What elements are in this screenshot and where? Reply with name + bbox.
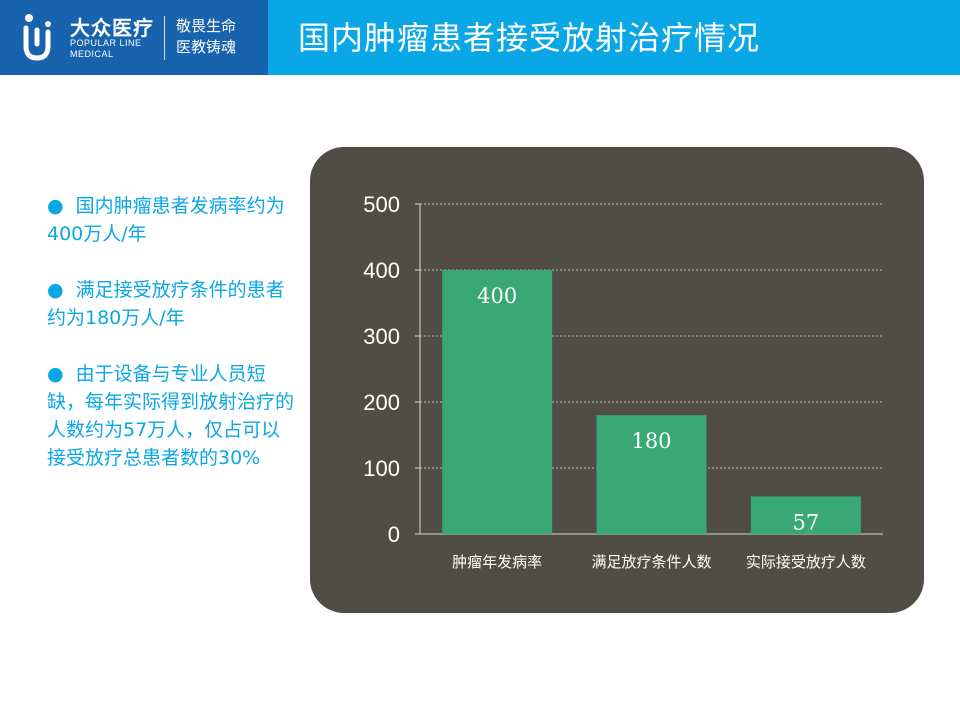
y-axis-tick-label: 300	[363, 324, 400, 349]
slogan-line: 医教铸魂	[176, 38, 237, 56]
bullet-dot-icon: ●	[47, 195, 64, 217]
bullet-item: ● 由于设备与专业人员短缺，每年实际得到放射治疗的人数约为57万人，仅占可以接受放…	[47, 360, 297, 472]
bullet-item: ● 满足接受放疗条件的患者约为180万人/年	[47, 276, 297, 332]
bullet-text: 满足接受放疗条件的患者约为180万人/年	[47, 279, 285, 329]
y-axis-tick-label: 400	[363, 258, 400, 283]
bullet-text: 国内肿瘤患者发病率约为400万人/年	[47, 195, 285, 245]
x-axis-category-label: 实际接受放疗人数	[746, 553, 866, 571]
brand-english-line: POPULAR LINE	[70, 38, 142, 48]
bar-data-label: 180	[631, 429, 671, 453]
brand-english-line: MEDICAL	[70, 49, 114, 59]
bar	[750, 496, 861, 534]
bar-chart: 0 100 200 300 400 500 400 肿瘤年发病率 180 满足放疗条件人数 57 实际…	[363, 192, 883, 571]
bar	[442, 270, 553, 534]
bullet-dot-icon: ●	[47, 363, 64, 385]
bar	[596, 415, 707, 534]
bar-data-label: 57	[792, 510, 819, 534]
page-title: 国内肿瘤患者接受放射治疗情况	[298, 19, 761, 57]
brand-slogan: 敬畏生命 医教铸魂	[176, 16, 256, 58]
y-axis-tick-label: 500	[363, 192, 400, 217]
x-axis-category-label: 满足放疗条件人数	[591, 553, 711, 571]
slogan-line: 敬畏生命	[176, 17, 237, 35]
brand-divider	[164, 16, 165, 60]
y-axis-tick-label: 0	[388, 522, 400, 547]
bullet-item: ● 国内肿瘤患者发病率约为400万人/年	[47, 192, 297, 248]
chart-panel: 0 100 200 300 400 500 400 肿瘤年发病率 180 满足放疗条件人数 57 实际…	[310, 147, 924, 613]
brand-name: 大众医疗	[70, 16, 154, 40]
bar-data-label: 400	[477, 284, 517, 308]
brand-english-name: POPULAR LINE MEDICAL	[70, 38, 150, 60]
bullet-list: ● 国内肿瘤患者发病率约为400万人/年 ● 满足接受放疗条件的患者约为180万人/…	[47, 192, 297, 500]
brand-block: 大众医疗 POPULAR LINE MEDICAL 敬畏生命 医教铸魂	[0, 0, 268, 75]
brand-logo-icon	[23, 14, 51, 61]
header-bar: 大众医疗 POPULAR LINE MEDICAL 敬畏生命 医教铸魂 国内肿瘤…	[0, 0, 960, 75]
y-axis-tick-label: 200	[363, 390, 400, 415]
x-axis-category-label: 肿瘤年发病率	[452, 553, 542, 571]
bullet-text: 由于设备与专业人员短缺，每年实际得到放射治疗的人数约为57万人，仅占可以接受放疗…	[47, 363, 295, 469]
y-axis-tick-label: 100	[363, 456, 400, 481]
bullet-dot-icon: ●	[47, 279, 64, 301]
